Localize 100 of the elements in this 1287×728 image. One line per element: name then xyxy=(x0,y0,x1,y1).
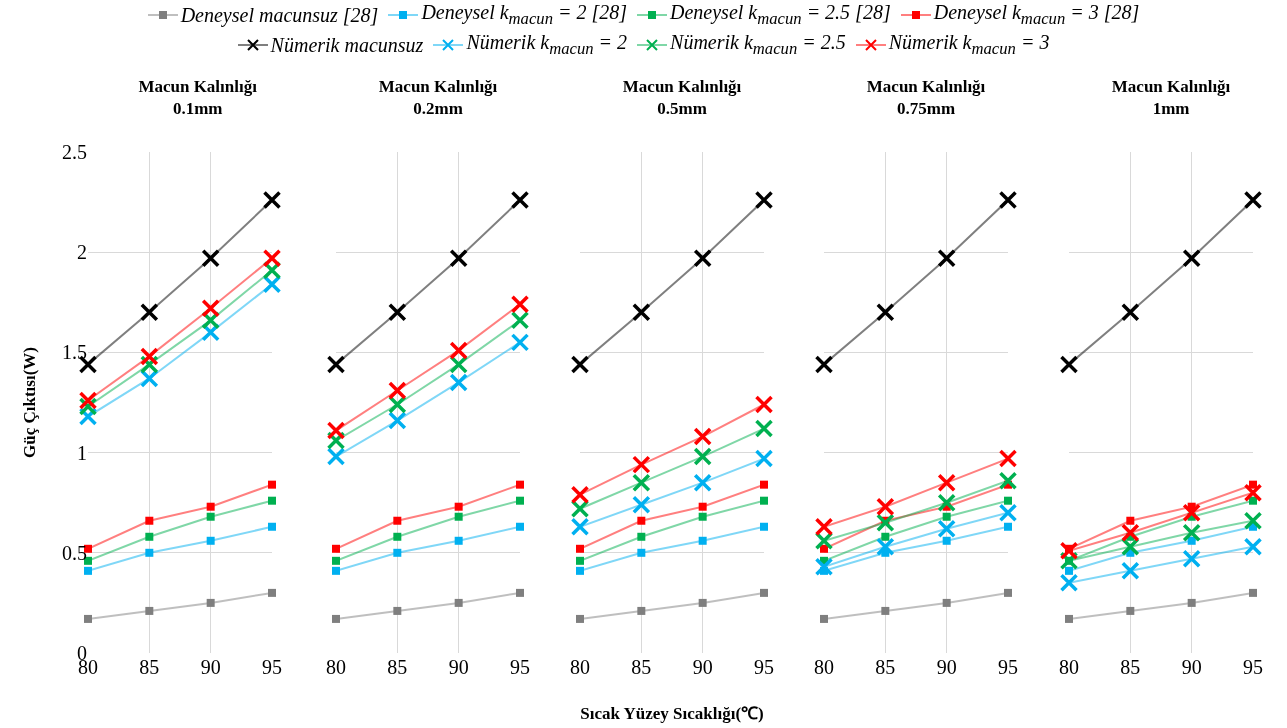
point xyxy=(632,473,651,492)
point xyxy=(1065,614,1073,623)
point xyxy=(510,311,530,330)
x-tick-label: 85 xyxy=(1120,656,1141,678)
point xyxy=(942,598,951,607)
point xyxy=(206,502,215,511)
point xyxy=(576,556,584,565)
point xyxy=(1249,480,1257,489)
point xyxy=(637,606,646,615)
point xyxy=(454,502,463,511)
point xyxy=(570,517,590,536)
point xyxy=(510,190,530,210)
point xyxy=(516,496,524,505)
point xyxy=(388,381,407,400)
point xyxy=(876,513,895,532)
point xyxy=(632,455,651,474)
point xyxy=(326,447,346,466)
point xyxy=(262,190,282,210)
point xyxy=(262,248,282,268)
point xyxy=(693,427,712,446)
point xyxy=(1126,606,1135,615)
point xyxy=(332,544,340,553)
point xyxy=(754,395,774,414)
x-tick-label: 85 xyxy=(875,656,896,678)
point xyxy=(326,421,346,440)
x-tick-label: 95 xyxy=(754,656,774,678)
point xyxy=(693,248,712,268)
point xyxy=(876,303,895,322)
point xyxy=(388,303,407,322)
point xyxy=(268,588,276,597)
point xyxy=(268,522,276,531)
point xyxy=(754,449,774,468)
point xyxy=(393,516,402,525)
x-tick-label: 95 xyxy=(998,656,1018,678)
point xyxy=(145,516,154,525)
point xyxy=(1004,522,1012,531)
point xyxy=(637,532,646,541)
point xyxy=(201,248,220,268)
x-tick-label: 85 xyxy=(387,656,408,678)
point xyxy=(1182,523,1201,543)
point xyxy=(1243,511,1263,530)
point xyxy=(1126,516,1135,525)
point xyxy=(1059,355,1079,374)
point xyxy=(84,614,92,623)
x-tick-label: 90 xyxy=(448,656,469,678)
legend-label: Deneysel k$_{macun}$ = 2 [28] xyxy=(421,1,628,29)
point xyxy=(332,614,340,623)
point xyxy=(516,522,524,531)
chart-title: Macun Kalınlığı 1mm xyxy=(1111,77,1231,119)
point xyxy=(998,471,1018,490)
legend-label: Deneysel macunsuz [28] xyxy=(180,3,379,27)
point xyxy=(937,248,956,268)
point xyxy=(201,299,220,318)
point xyxy=(84,566,92,575)
point xyxy=(1004,496,1012,505)
point xyxy=(637,548,646,557)
point xyxy=(576,544,584,553)
point xyxy=(1249,588,1257,597)
point xyxy=(760,522,768,531)
x-tick-label: 95 xyxy=(1243,656,1263,678)
point xyxy=(393,548,402,557)
point xyxy=(937,493,956,512)
x-tick-label: 85 xyxy=(631,656,652,678)
point xyxy=(516,480,524,489)
x-tick-label: 90 xyxy=(200,656,221,678)
chart-title: Macun Kalınlığı 0.1mm xyxy=(138,77,258,119)
point xyxy=(876,537,895,557)
point xyxy=(570,355,590,374)
legend-label: Deneysel k$_{macun}$ = 2.5 [28] xyxy=(670,1,891,29)
chart-title: Macun Kalınlığı 0.5mm xyxy=(622,77,742,119)
y-tick-label: 2.5 xyxy=(62,141,87,163)
point xyxy=(145,548,154,557)
x-tick-label: 80 xyxy=(326,656,346,678)
legend-label: Nümerik macunsuz xyxy=(270,33,424,57)
point xyxy=(268,480,276,489)
legend-label: Nümerik k$_{macun}$ = 2 xyxy=(466,31,628,59)
point xyxy=(814,557,834,577)
point xyxy=(206,536,215,545)
point xyxy=(1182,248,1201,268)
point xyxy=(814,517,834,536)
y-tick-label: 1 xyxy=(77,441,87,464)
point xyxy=(449,373,468,392)
point xyxy=(332,556,340,565)
point xyxy=(937,519,956,538)
point xyxy=(698,512,707,521)
y-tick-label: 2 xyxy=(77,241,87,264)
point xyxy=(820,614,828,623)
point xyxy=(942,512,951,521)
point xyxy=(998,190,1018,210)
point xyxy=(576,614,584,623)
point xyxy=(760,480,768,489)
point xyxy=(693,473,712,492)
point xyxy=(145,606,154,615)
point xyxy=(998,503,1018,522)
point xyxy=(332,566,340,575)
point xyxy=(516,588,524,597)
point xyxy=(1121,561,1140,581)
point xyxy=(449,248,468,268)
point xyxy=(140,303,159,322)
point xyxy=(393,606,402,615)
